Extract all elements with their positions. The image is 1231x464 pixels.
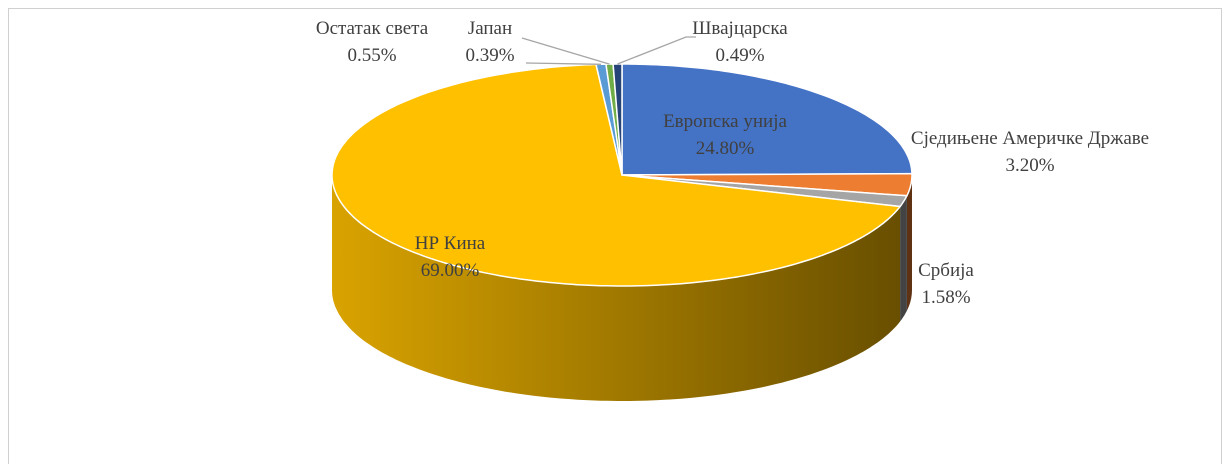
- labels: Европска унија 24.80% Сједињене Америчке Д…: [292, 15, 1150, 311]
- data-label: Швајцарска 0.49%: [660, 15, 820, 69]
- data-label: Остатак света 0.55%: [292, 15, 452, 69]
- category-label: Европска унија: [663, 111, 787, 132]
- category-label: Остатак света: [315, 18, 429, 39]
- pie-slice: [621, 63, 913, 176]
- value-label: 1.58%: [921, 287, 971, 308]
- pie-side: [900, 195, 907, 322]
- leader-line: [525, 62, 601, 65]
- category-label: Сједињене Америчке Државе: [910, 128, 1150, 149]
- data-label: НР Кина 69.00%: [370, 230, 530, 284]
- pie-slice: [331, 63, 901, 287]
- value-label: 0.55%: [347, 45, 397, 66]
- data-label: Србија 1.58%: [886, 257, 1006, 311]
- data-label-box: Србија 1.58%: [886, 257, 1006, 311]
- data-label: Европска унија 24.80%: [625, 108, 825, 162]
- pie-side: [906, 175, 912, 311]
- value-label: 69.00%: [420, 260, 480, 281]
- category-label: Србија: [918, 260, 974, 281]
- data-label: Јапан 0.39%: [445, 15, 535, 69]
- value-label: 0.49%: [715, 45, 765, 66]
- pie-side: [332, 175, 901, 401]
- category-label: Швајцарска: [692, 18, 788, 39]
- category-label: Јапан: [467, 18, 513, 39]
- data-label-box: Сједињене Америчке Државе 3.20%: [910, 125, 1150, 179]
- pie-slice: [612, 63, 623, 176]
- pie-sides: [332, 175, 912, 401]
- data-label-box: Остатак света 0.55%: [292, 15, 452, 69]
- data-label-box: Европска унија 24.80%: [625, 108, 825, 162]
- leader-line: [617, 36, 696, 65]
- value-label: 0.39%: [465, 45, 515, 66]
- pie-tops: [331, 63, 913, 287]
- value-label: 3.20%: [1005, 155, 1055, 176]
- category-label: НР Кина: [414, 233, 486, 254]
- leader-lines: [521, 36, 696, 65]
- value-label: 24.80%: [695, 138, 755, 159]
- data-label-box: НР Кина 69.00%: [370, 230, 530, 284]
- data-label: Сједињене Америчке Државе 3.20%: [910, 125, 1150, 179]
- data-label-box: Швајцарска 0.49%: [660, 15, 820, 69]
- leader-line: [521, 37, 610, 65]
- data-label-box: Јапан 0.39%: [445, 15, 535, 69]
